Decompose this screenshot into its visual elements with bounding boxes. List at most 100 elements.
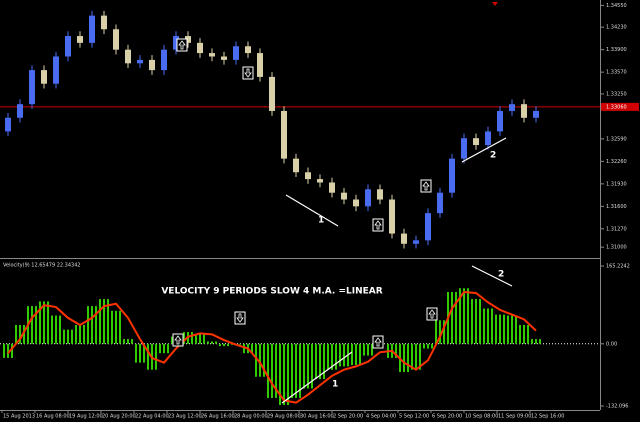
y-tick-label: 1.31000 (606, 245, 627, 251)
histogram-bar (223, 343, 225, 347)
histogram-bar (523, 324, 525, 344)
histogram-bar (527, 324, 529, 344)
signal-arrow (178, 40, 186, 50)
histogram-bar (303, 343, 305, 389)
histogram-bar (535, 339, 537, 344)
candle-body (449, 158, 455, 193)
candle-body (473, 138, 479, 146)
histogram-bar (259, 343, 261, 377)
histogram-bar (367, 343, 369, 356)
candle-body (317, 179, 323, 183)
histogram-bar (207, 341, 209, 344)
histogram-bar (299, 343, 301, 398)
candle-body (209, 53, 215, 57)
histogram-bar (395, 343, 397, 358)
indicator-header: Velocity(9) 12.65479 22.34342 (3, 263, 81, 269)
histogram-bar (531, 339, 533, 344)
candle-body (245, 46, 251, 54)
candle-body (509, 104, 515, 111)
candle-body (341, 192, 347, 200)
trend-line (461, 137, 507, 163)
histogram-bar (139, 343, 141, 363)
histogram-bar (203, 334, 205, 344)
histogram-bar (515, 315, 517, 344)
histogram-bar (503, 314, 505, 344)
signal-arrow (236, 313, 244, 323)
histogram-bar (355, 343, 357, 365)
histogram-bar (239, 343, 241, 345)
histogram-bar (339, 343, 341, 367)
y-tick-label: -132.096 (606, 404, 628, 410)
histogram-bar (171, 336, 173, 344)
x-tick-label: 4 Sep 04:00 (366, 414, 396, 420)
candle-body (365, 189, 371, 207)
x-tick-label: 29 Aug 08:00 (267, 414, 301, 420)
histogram-bar (31, 306, 33, 344)
candle-body (221, 56, 227, 60)
histogram-bar (519, 324, 521, 344)
histogram-bar (467, 288, 469, 344)
y-tick-label: 165.2242 (606, 264, 630, 270)
histogram-bar (243, 343, 245, 354)
histogram-bar (135, 343, 137, 363)
ma-line (7, 290, 537, 404)
histogram-bar (511, 315, 513, 344)
x-tick-label: 30 Aug 16:00 (300, 414, 334, 420)
histogram-bar (279, 343, 281, 406)
candle-body (113, 29, 119, 50)
y-tick-label: 1.32590 (606, 136, 627, 142)
y-tick-label: 1.31930 (606, 181, 627, 187)
histogram-bar (327, 343, 329, 370)
histogram-bar (19, 324, 21, 344)
histogram-bar (103, 299, 105, 344)
x-tick-label: 22 Aug 04:00 (135, 414, 169, 420)
histogram-bar (287, 343, 289, 406)
candle-body (353, 199, 359, 207)
y-tick-label: 1.33250 (606, 91, 627, 97)
candle-body (5, 117, 11, 132)
histogram-bar (475, 299, 477, 344)
candle-body (389, 199, 395, 234)
histogram-bar (415, 343, 417, 370)
histogram-bar (59, 315, 61, 344)
candle-body (413, 240, 419, 244)
histogram-bar (407, 343, 409, 373)
histogram-bar (431, 343, 433, 349)
histogram-bar (411, 343, 413, 370)
signal-box (372, 218, 384, 232)
signal-arrow (374, 337, 382, 347)
histogram-bar (251, 343, 253, 354)
candle-body (137, 59, 143, 64)
y-tick-label: 1.34550 (606, 3, 627, 9)
candle-body (89, 15, 95, 43)
candle-body (53, 56, 59, 84)
y-tick-label: 1.33570 (606, 70, 627, 76)
histogram-bar (443, 320, 445, 344)
histogram-bar (159, 343, 161, 354)
histogram-bar (419, 343, 421, 370)
histogram-bar (255, 343, 257, 377)
histogram-bar (119, 310, 121, 344)
histogram-bar (123, 339, 125, 344)
histogram-bar (275, 343, 277, 398)
x-tick-label: 6 Sep 20:00 (432, 414, 462, 420)
price-line-box (601, 102, 639, 111)
histogram-bar (91, 306, 93, 344)
signal-box (372, 335, 384, 349)
histogram-bar (163, 343, 165, 354)
histogram-bar (215, 341, 217, 344)
x-tick-label: 12 Sep 16:00 (531, 414, 564, 420)
histogram-bar (263, 343, 265, 377)
histogram-bar (491, 308, 493, 344)
histogram-bar (23, 324, 25, 344)
histogram-bar (459, 288, 461, 344)
candle-body (305, 172, 311, 180)
histogram-bar (335, 343, 337, 370)
signal-box (426, 307, 438, 321)
indicator-title: VELOCITY 9 PERIODS SLOW 4 M.A. =LINEAR (161, 287, 382, 297)
signal-arrow (244, 68, 252, 78)
histogram-bar (307, 343, 309, 389)
annotation: 2 (490, 151, 496, 161)
histogram-bar (63, 329, 65, 344)
candle-body (521, 104, 527, 118)
